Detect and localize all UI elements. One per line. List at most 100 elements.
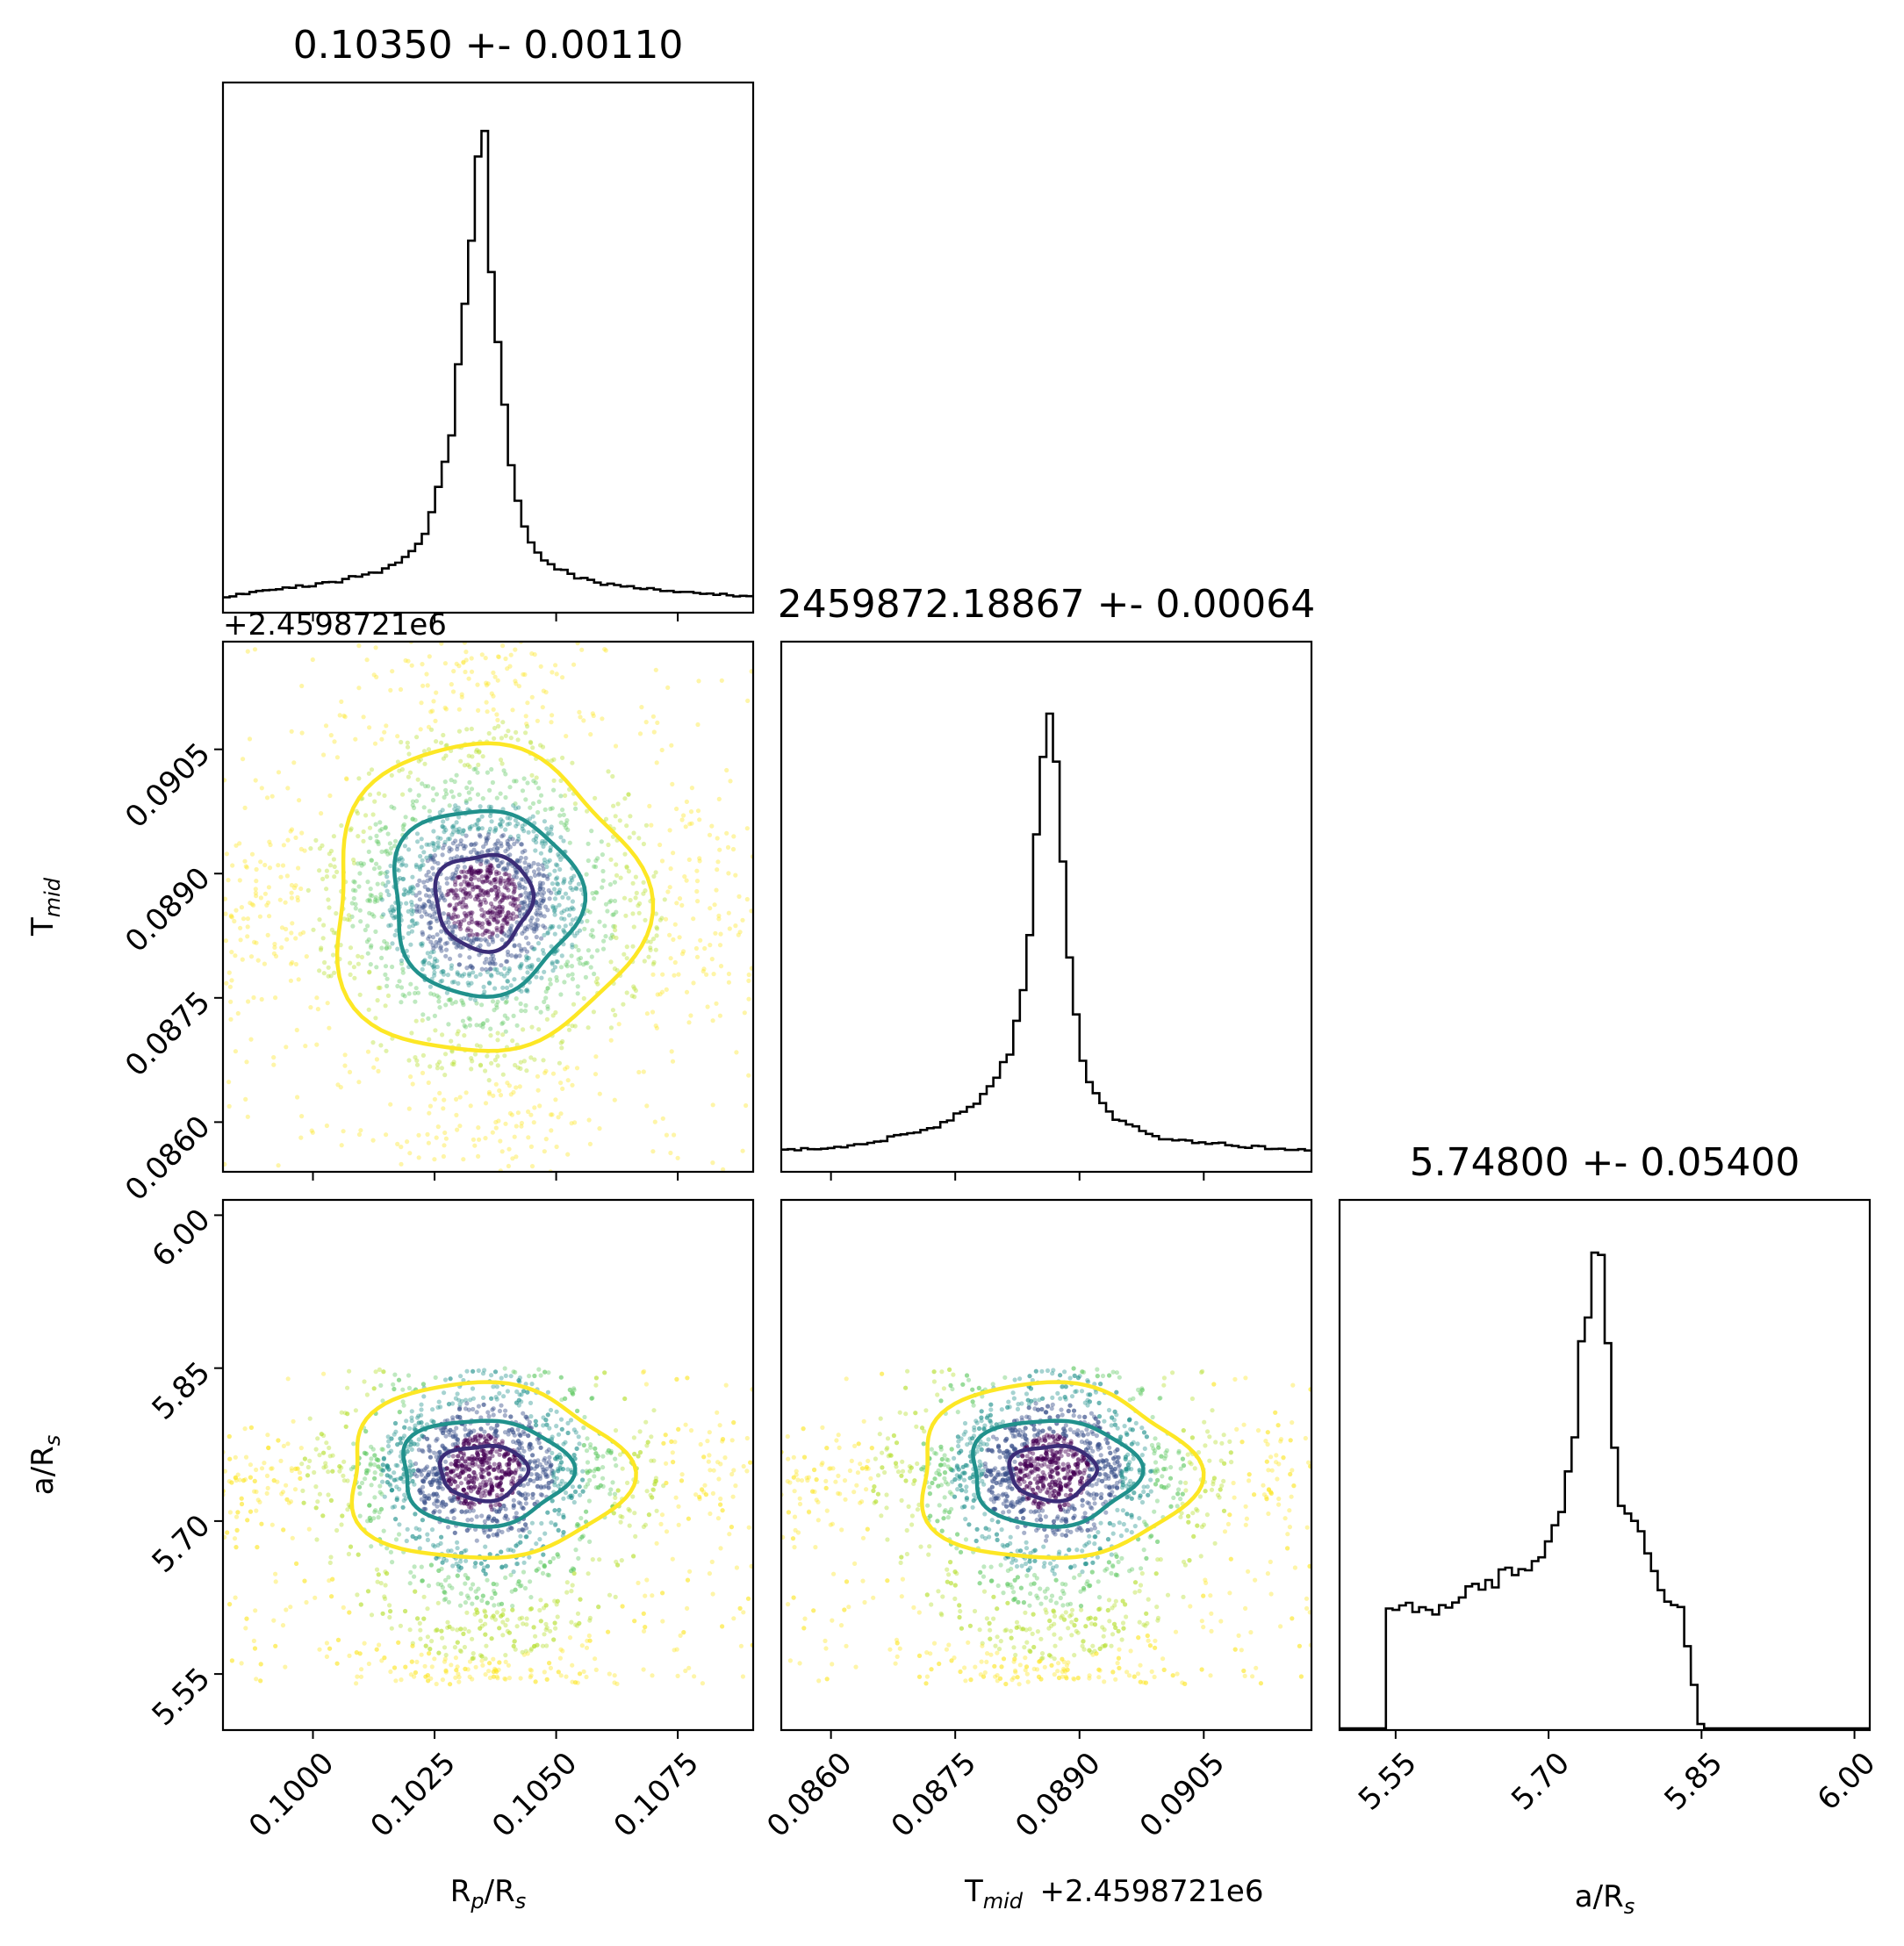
scatter-point	[592, 864, 597, 869]
scatter-point	[574, 1524, 579, 1529]
scatter-point	[535, 923, 541, 928]
scatter-point	[514, 1023, 520, 1028]
scatter-point	[495, 1054, 500, 1059]
scatter-point	[229, 978, 234, 983]
scatter-point	[564, 734, 569, 739]
scatter-point	[552, 965, 558, 970]
scatter-point	[550, 1479, 555, 1484]
scatter-point	[428, 913, 433, 918]
scatter-point	[245, 924, 250, 930]
scatter-point	[569, 875, 574, 881]
scatter-point	[479, 814, 485, 819]
scatter-point	[521, 901, 528, 907]
scatter-point	[465, 1576, 471, 1581]
scatter-point	[458, 1550, 464, 1555]
scatter-point	[718, 1461, 723, 1467]
scatter-point	[339, 699, 344, 705]
scatter-point	[531, 1120, 536, 1125]
scatter-point	[689, 821, 694, 826]
scatter-point	[458, 1591, 463, 1597]
scatter-point	[434, 1681, 439, 1687]
scatter-point	[252, 1646, 258, 1651]
scatter-point	[477, 1490, 482, 1496]
scatter-point	[581, 962, 586, 967]
scatter-point	[459, 1463, 465, 1468]
scatter-point	[369, 1444, 374, 1449]
scatter-point	[557, 1655, 564, 1661]
scatter-point	[466, 1596, 471, 1601]
scatter-point	[473, 1473, 478, 1478]
scatter-point	[531, 869, 537, 874]
scatter-point	[471, 936, 477, 941]
scatter-point	[528, 805, 533, 810]
scatter-point	[531, 946, 536, 951]
scatter-point	[492, 736, 497, 741]
scatter-point	[318, 947, 324, 952]
scatter-point	[356, 1131, 363, 1138]
scatter-point	[349, 914, 355, 919]
scatter-point	[322, 959, 327, 966]
scatter-point	[535, 908, 540, 913]
scatter-point	[463, 1440, 468, 1446]
scatter-point	[442, 839, 448, 845]
scatter-point	[550, 961, 555, 966]
scatter-point	[514, 1624, 520, 1629]
scatter-point	[613, 743, 619, 749]
scatter-point	[456, 901, 462, 907]
scatter-point	[441, 1428, 446, 1433]
scatter-point	[692, 1674, 697, 1679]
scatter-point	[514, 870, 519, 876]
scatter-point	[409, 918, 414, 924]
scatter-point	[387, 908, 392, 913]
scatter-point	[502, 1413, 507, 1418]
scatter-point	[554, 1144, 559, 1150]
scatter-point	[488, 869, 493, 874]
scatter-point	[458, 1374, 463, 1379]
scatter-point	[473, 841, 478, 846]
scatter-point	[410, 1533, 415, 1539]
scatter-point	[512, 943, 517, 948]
scatter-point	[458, 1176, 463, 1181]
scatter-point	[466, 1485, 471, 1490]
scatter-point	[498, 881, 503, 887]
scatter-point	[542, 1564, 547, 1569]
scatter-point	[643, 1625, 648, 1630]
scatter-point	[736, 932, 741, 937]
scatter-point	[244, 1616, 249, 1621]
scatter-point	[491, 961, 496, 966]
scatter-point	[622, 1396, 628, 1402]
scatter-point	[477, 1487, 482, 1492]
scatter-point	[438, 945, 443, 951]
scatter-point	[553, 862, 559, 867]
scatter-point	[244, 865, 249, 870]
scatter-point	[455, 1464, 461, 1469]
scatter-point	[235, 1010, 241, 1016]
scatter-point	[557, 1452, 563, 1457]
scatter-point	[479, 1447, 485, 1454]
scatter-point	[392, 1386, 397, 1392]
scatter-point	[466, 1016, 471, 1021]
scatter-point	[538, 1619, 543, 1624]
scatter-point	[514, 1468, 519, 1473]
scatter-point	[276, 1163, 281, 1168]
scatter-point	[497, 1626, 502, 1631]
scatter-point	[708, 1511, 713, 1517]
scatter-point	[444, 876, 449, 881]
scatter-point	[276, 863, 281, 868]
scatter-point	[407, 1627, 413, 1633]
scatter-point	[641, 1628, 647, 1634]
scatter-point	[602, 1370, 607, 1375]
scatter-point	[466, 1474, 472, 1479]
scatter-point	[262, 891, 268, 896]
scatter-point	[612, 1097, 617, 1102]
scatter-point	[510, 1458, 515, 1463]
scatter-point	[509, 1526, 514, 1531]
scatter-point	[467, 779, 472, 786]
scatter-point	[491, 1581, 496, 1587]
scatter-point	[529, 1024, 535, 1030]
scatter-point	[463, 1466, 469, 1471]
scatter-point	[618, 1519, 623, 1525]
scatter-point	[450, 794, 456, 800]
scatter-point	[537, 1461, 542, 1467]
scatter-point	[434, 1472, 439, 1477]
